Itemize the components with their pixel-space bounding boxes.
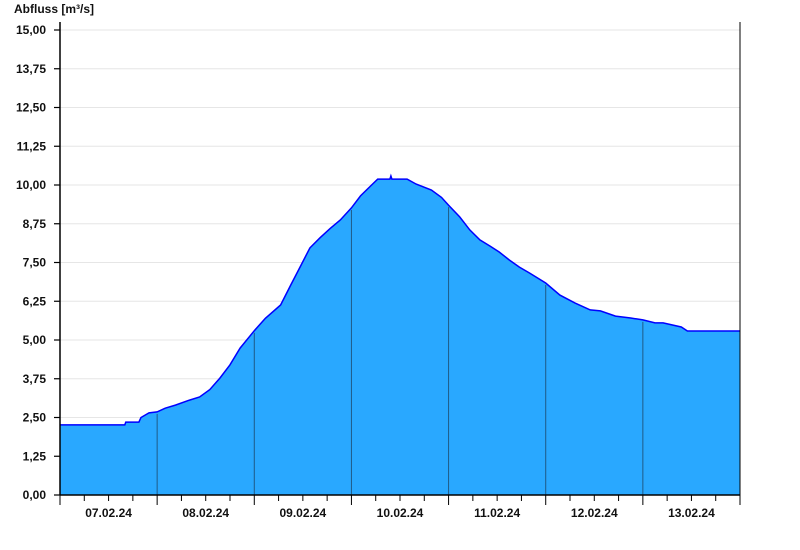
y-axis-label: Abfluss [m³/s] bbox=[14, 2, 94, 16]
y-tick-label: 15,00 bbox=[16, 23, 46, 37]
day-separator-lines bbox=[156, 207, 644, 495]
y-tick-label: 11,25 bbox=[17, 139, 47, 153]
discharge-area bbox=[60, 176, 740, 495]
y-tick-label: 6,25 bbox=[23, 294, 47, 308]
x-ticks: 07.02.24 08.02.24 09.02.24 10.02.24 11.02.24… bbox=[59, 495, 741, 520]
x-tick-label: 12.02.24 bbox=[571, 506, 618, 520]
y-tick-label: 0,00 bbox=[23, 488, 47, 502]
y-tick-label: 5,00 bbox=[23, 333, 47, 347]
x-tick-label: 08.02.24 bbox=[182, 506, 229, 520]
y-ticks: 0,00 1,25 2,50 3,75 5,00 6,25 7,50 8,75 10,00 11,… bbox=[16, 23, 60, 502]
x-tick-label: 11.02.24 bbox=[474, 506, 520, 520]
y-tick-label: 10,00 bbox=[16, 178, 46, 192]
x-tick-label: 13.02.24 bbox=[668, 506, 715, 520]
discharge-line bbox=[60, 173, 740, 426]
y-tick-label: 2,50 bbox=[23, 411, 47, 425]
y-tick-label: 3,75 bbox=[23, 372, 47, 386]
x-tick-label: 09.02.24 bbox=[279, 506, 326, 520]
x-tick-label: 07.02.24 bbox=[85, 506, 132, 520]
y-tick-label: 1,25 bbox=[23, 449, 47, 463]
y-tick-label: 12,50 bbox=[16, 101, 46, 115]
x-tick-label: 10.02.24 bbox=[377, 506, 424, 520]
y-tick-label: 7,50 bbox=[23, 256, 47, 270]
y-tick-label: 8,75 bbox=[23, 217, 47, 231]
y-tick-label: 13,75 bbox=[16, 62, 46, 76]
